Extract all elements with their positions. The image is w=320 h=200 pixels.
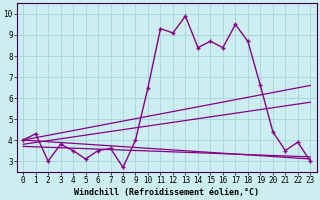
X-axis label: Windchill (Refroidissement éolien,°C): Windchill (Refroidissement éolien,°C) (74, 188, 259, 197)
